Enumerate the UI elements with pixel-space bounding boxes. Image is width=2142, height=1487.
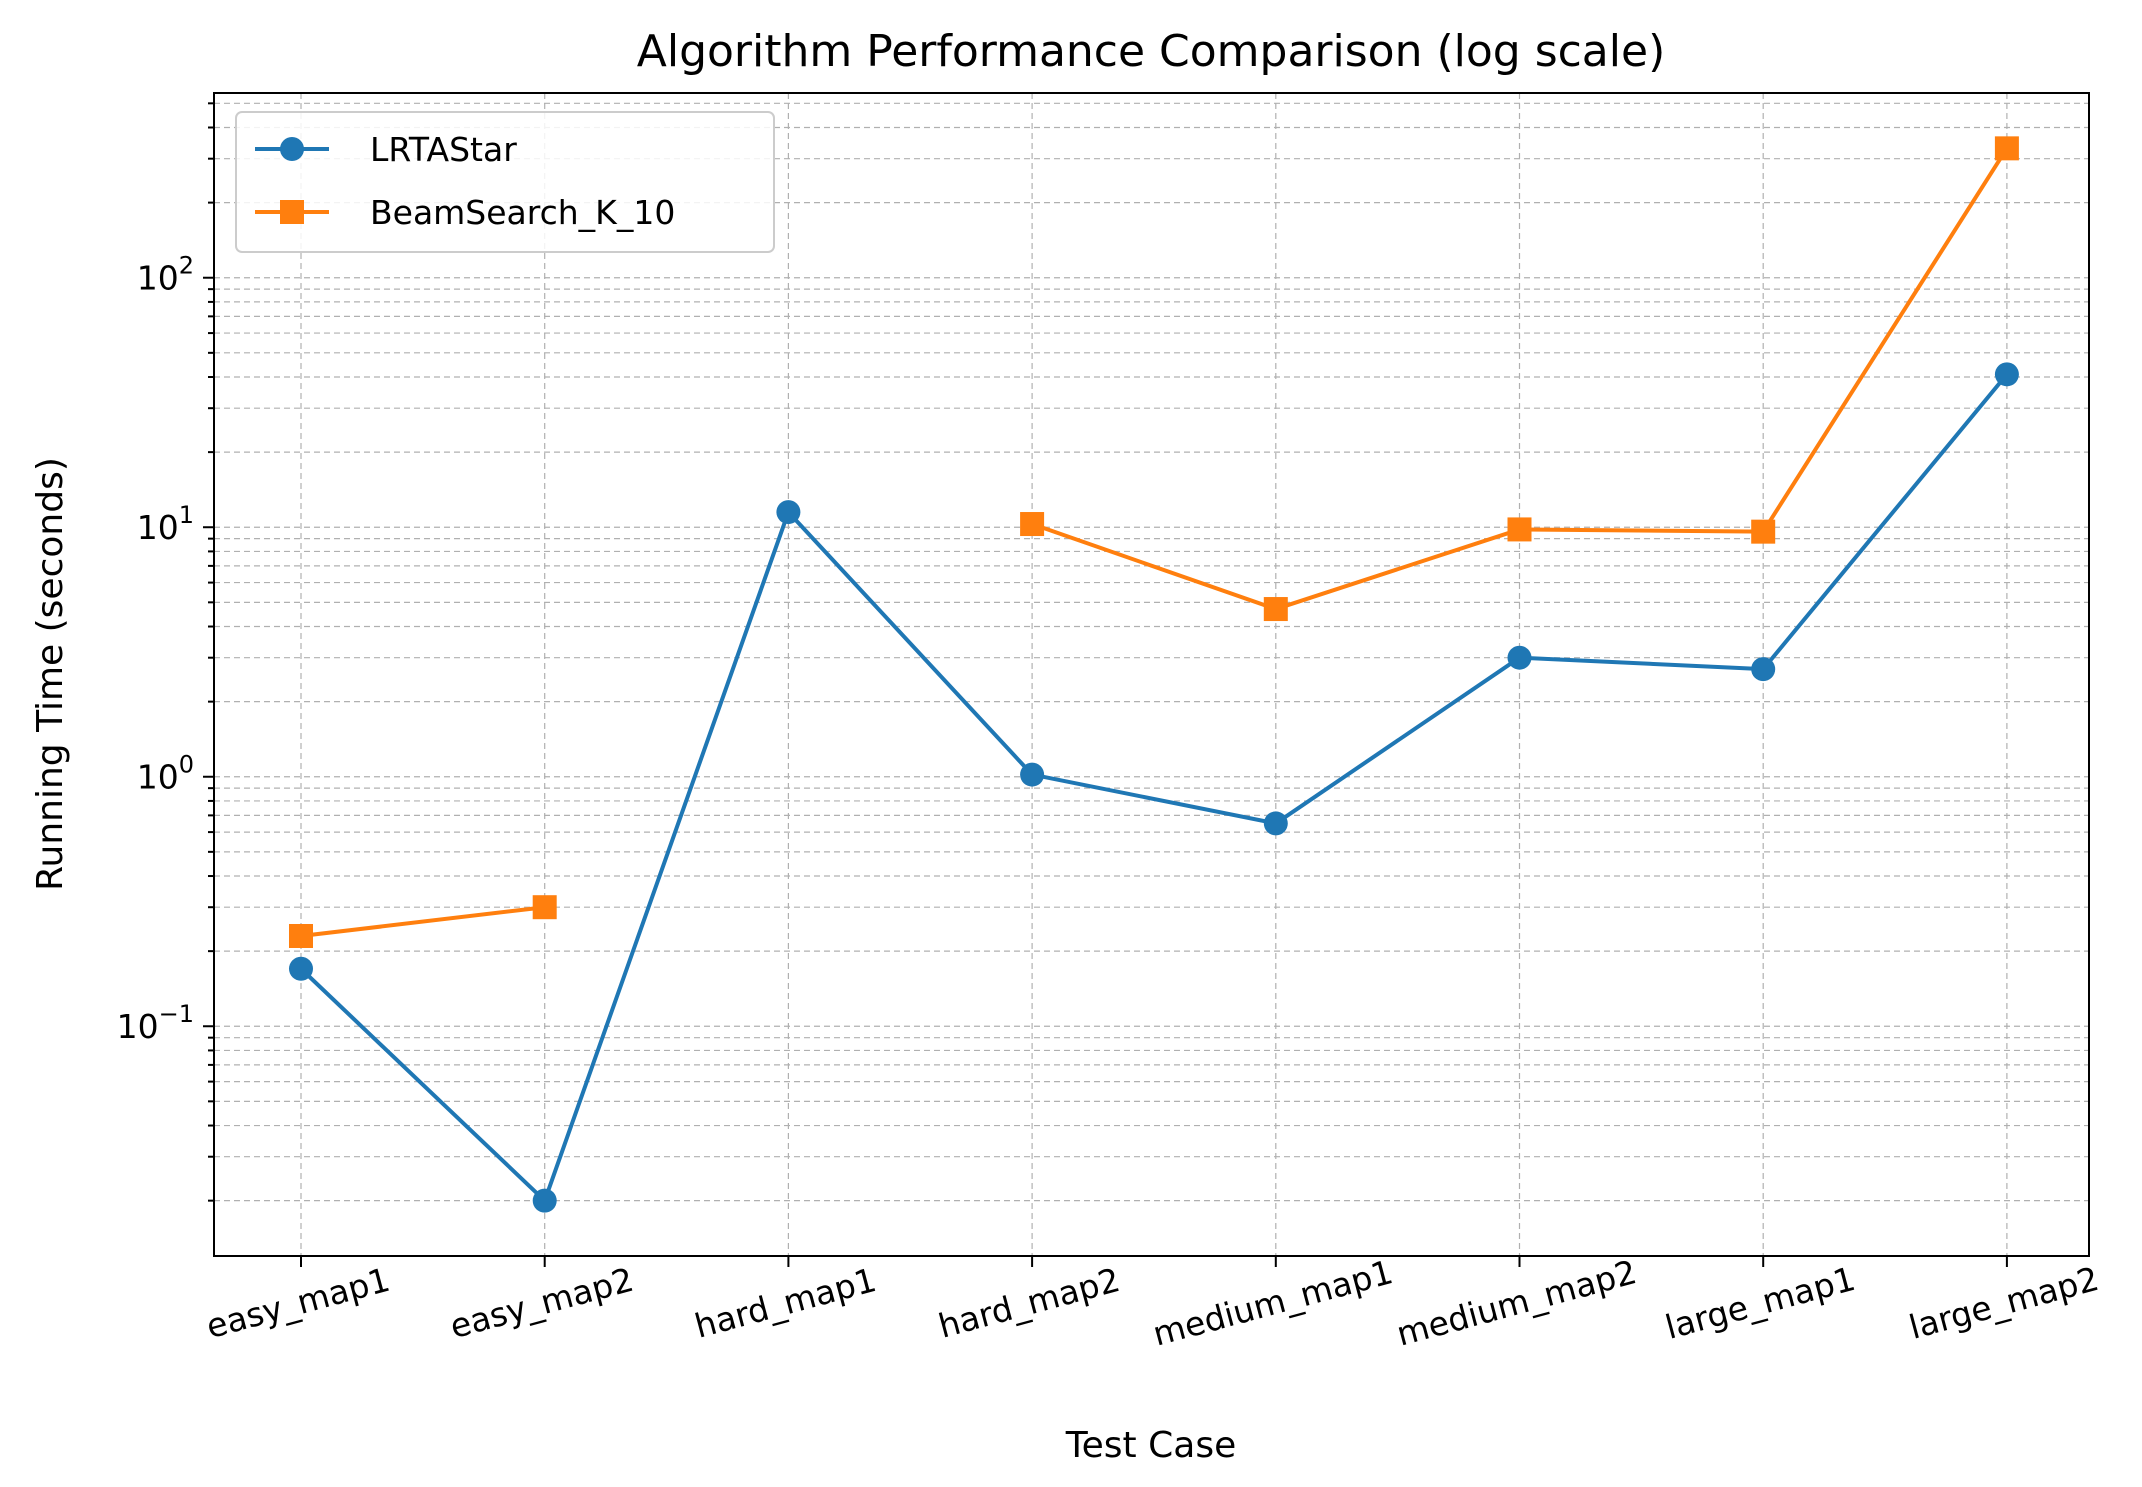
x-axis-label: Test Case <box>1065 1425 1236 1466</box>
data-point <box>776 500 801 525</box>
x-tick-label: hard_map2 <box>934 1260 1124 1346</box>
series-line <box>300 905 545 938</box>
x-tick-label: medium_map2 <box>1392 1252 1640 1353</box>
data-point <box>1507 645 1532 670</box>
data-point <box>1751 657 1776 682</box>
data-point <box>1751 519 1776 544</box>
data-point <box>1507 517 1532 542</box>
data-point <box>532 1188 557 1213</box>
data-point <box>1020 762 1045 787</box>
plot-frame <box>213 92 2090 1257</box>
y-tick-label: 100 <box>137 751 194 797</box>
y-tick-label: 101 <box>137 501 194 547</box>
data-point <box>1020 512 1045 537</box>
series-layer <box>289 136 2019 1213</box>
series-BeamSearch_K_10 <box>289 136 2019 948</box>
y-tick-label: 10−1 <box>117 1000 194 1046</box>
data-point <box>532 895 557 920</box>
data-point <box>1994 136 2019 161</box>
legend-box <box>235 111 775 253</box>
x-tick-label: hard_map1 <box>691 1260 881 1346</box>
data-point <box>1263 811 1288 836</box>
legend: LRTAStar BeamSearch_K_10 <box>235 111 775 253</box>
legend-marker <box>280 137 304 161</box>
x-tick-label: large_map1 <box>1661 1259 1859 1347</box>
data-point <box>289 923 313 948</box>
y-tick-label: 102 <box>137 252 194 298</box>
legend-label: LRTAStar <box>370 130 517 169</box>
x-tick-label: easy_map1 <box>202 1260 394 1346</box>
ticks-layer: easy_map1 easy_map2 hard_map1 hard_map2 medi… <box>117 102 2103 1354</box>
series-LRTAStar <box>289 362 2019 1213</box>
y-axis-label: Running Time (seconds) <box>30 457 71 891</box>
x-tick-label: medium_map1 <box>1149 1252 1397 1353</box>
x-tick-label: easy_map2 <box>446 1260 638 1346</box>
grid-layer <box>214 93 2089 1256</box>
x-tick-label: large_map2 <box>1905 1259 2103 1347</box>
data-point <box>289 956 313 981</box>
data-point <box>1994 362 2019 387</box>
legend-marker <box>280 200 304 224</box>
legend-label: BeamSearch_K_10 <box>370 193 675 232</box>
series-line <box>299 373 2009 1203</box>
chart-title: Algorithm Performance Comparison (log sc… <box>637 26 1665 77</box>
data-point <box>1263 597 1288 622</box>
